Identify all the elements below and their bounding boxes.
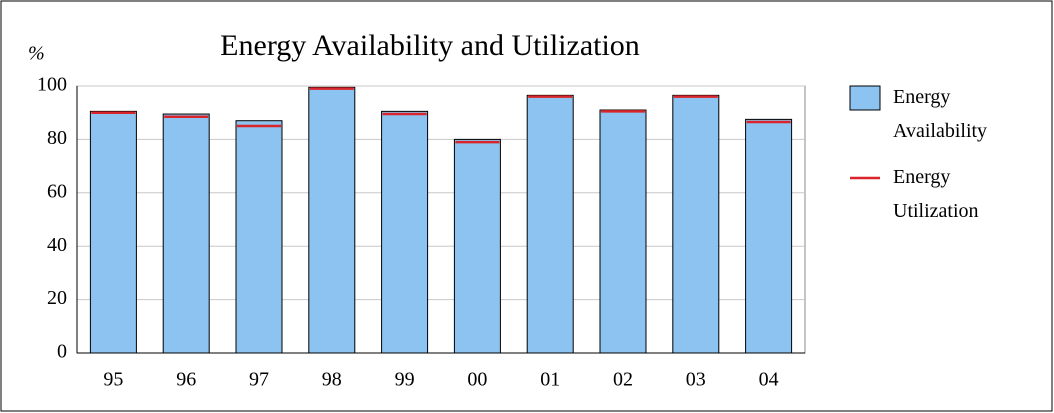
legend-swatch [849, 85, 881, 111]
y-tick-label: 20 [47, 287, 67, 309]
x-tick-label: 98 [322, 369, 342, 391]
legend-label: Energy Availability [893, 86, 987, 142]
x-tick-label: 00 [467, 369, 487, 391]
x-tick-label: 01 [540, 369, 560, 391]
y-tick-label: 40 [47, 234, 67, 256]
x-tick-label: 95 [103, 369, 123, 391]
x-tick-label: 96 [176, 369, 196, 391]
y-tick-label: 60 [47, 180, 67, 202]
y-tick-label: 0 [57, 341, 67, 363]
x-tick-label: 97 [249, 369, 269, 391]
bar [162, 113, 210, 354]
bar [308, 86, 356, 354]
y-tick-label: 80 [47, 127, 67, 149]
x-tick-label: 99 [395, 369, 415, 391]
bar [672, 94, 720, 354]
bar [381, 110, 429, 354]
bar [235, 120, 283, 354]
bar [526, 94, 574, 354]
bar [453, 138, 501, 354]
bar [599, 109, 647, 354]
y-axis-label: % [28, 43, 45, 65]
legend-label: Energy Utilization [893, 166, 979, 222]
bar [745, 118, 793, 354]
x-tick-label: 04 [759, 369, 779, 391]
x-tick-label: 03 [686, 369, 706, 391]
y-tick-label: 100 [37, 74, 67, 96]
chart-title: Energy Availability and Utilization [220, 29, 640, 62]
x-tick-label: 02 [613, 369, 633, 391]
bar [89, 110, 137, 354]
